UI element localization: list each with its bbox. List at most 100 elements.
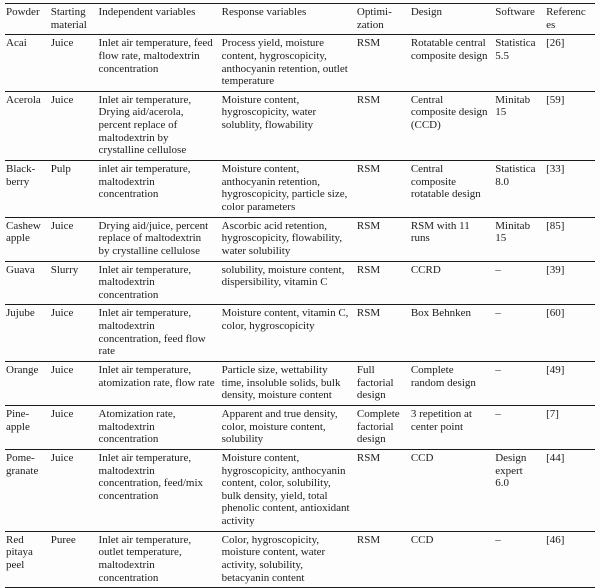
column-header: Software bbox=[495, 6, 535, 18]
cell-software: – bbox=[495, 364, 501, 377]
cell-design: RSM with 11 runs bbox=[410, 219, 470, 245]
table-row: Acai Juice Inlet air temperature, feed flo… bbox=[5, 35, 595, 92]
table-row: Red pitaya peel Puree Inlet air temperatur… bbox=[5, 531, 595, 588]
cell-references: [39] bbox=[546, 263, 565, 276]
table-row: Guava Slurry Inlet air temperature, maltod… bbox=[5, 261, 595, 305]
table-row: Pine-apple Juice Atomization rate, maltode… bbox=[5, 405, 595, 450]
cell-references: [85] bbox=[546, 219, 565, 232]
cell-independent_variables: Inlet air temperature, maltodextrin conc… bbox=[98, 451, 204, 502]
cell-powder: Guava bbox=[6, 263, 35, 276]
table-row: Acerola Juice Inlet air temperature, Dryin… bbox=[5, 91, 595, 161]
cell-starting_material: Juice bbox=[50, 93, 74, 106]
cell-design: Central composite rotatable design bbox=[410, 163, 481, 201]
cell-references: [33] bbox=[546, 163, 565, 176]
cell-starting_material: Puree bbox=[50, 533, 76, 546]
cell-design: 3 repetition at center point bbox=[410, 407, 472, 433]
cell-software: – bbox=[495, 533, 501, 546]
cell-software: Minitab 15 bbox=[495, 93, 531, 119]
cell-response_variables: Color, hygroscopicity, moisture content,… bbox=[221, 533, 326, 584]
cell-optimization: RSM bbox=[356, 533, 381, 546]
cell-response_variables: Process yield, moisture content, hygrosc… bbox=[221, 37, 348, 88]
cell-starting_material: Juice bbox=[50, 37, 74, 50]
powders-optimization-table: Powder Starting material Independent varia… bbox=[5, 3, 595, 588]
cell-powder: Pine-apple bbox=[6, 407, 30, 433]
column-header: Design bbox=[410, 6, 442, 18]
cell-design: Rotatable central composite design bbox=[410, 37, 488, 62]
column-header: Starting material bbox=[50, 6, 87, 31]
table-row: Cashew apple Juice Drying aid/juice, perce… bbox=[5, 217, 595, 262]
cell-software: – bbox=[495, 407, 501, 420]
cell-optimization: Full factorial design bbox=[356, 364, 394, 402]
cell-independent_variables: Inlet air temperature, maltodextrin conc… bbox=[98, 263, 192, 301]
table-body: Acai Juice Inlet air temperature, feed flo… bbox=[5, 35, 595, 588]
cell-references: [44] bbox=[546, 451, 565, 464]
cell-independent_variables: Inlet air temperature, feed flow rate, m… bbox=[98, 37, 213, 75]
cell-optimization: Complete factorial design bbox=[356, 407, 400, 446]
cell-response_variables: Moisture content, hygroscopicity, anthoc… bbox=[221, 451, 350, 528]
cell-design: Box Behnken bbox=[410, 307, 472, 320]
cell-starting_material: Juice bbox=[50, 407, 74, 420]
cell-optimization: RSM bbox=[356, 37, 381, 50]
cell-optimization: RSM bbox=[356, 451, 381, 464]
cell-optimization: RSM bbox=[356, 263, 381, 276]
table-row: Orange Juice Inlet air temperature, atomiz… bbox=[5, 362, 595, 406]
cell-starting_material: Juice bbox=[50, 364, 74, 377]
column-header: Independent variables bbox=[98, 6, 196, 18]
cell-optimization: RSM bbox=[356, 219, 381, 232]
cell-software: – bbox=[495, 307, 501, 320]
cell-independent_variables: Drying aid/juice, percent replace of mal… bbox=[98, 219, 209, 257]
cell-references: [59] bbox=[546, 93, 565, 106]
column-header: Response variables bbox=[221, 6, 307, 18]
cell-response_variables: Ascorbic acid retention, hygroscopicity,… bbox=[221, 219, 343, 257]
table-row: Pome-granate Juice Inlet air temperature, … bbox=[5, 449, 595, 532]
cell-powder: Orange bbox=[6, 364, 39, 377]
cell-design: Complete random design bbox=[410, 364, 476, 389]
cell-references: [26] bbox=[546, 37, 565, 50]
column-header: Powder bbox=[6, 6, 40, 18]
cell-optimization: RSM bbox=[356, 163, 381, 176]
cell-software: Minitab 15 bbox=[495, 219, 531, 245]
cell-references: [7] bbox=[546, 407, 559, 420]
column-header: Optimi-zation bbox=[356, 6, 392, 31]
cell-powder: Pome-granate bbox=[6, 451, 39, 477]
cell-design: Central composite design (CCD) bbox=[410, 93, 488, 132]
cell-response_variables: Moisture content, hygroscopicity, water … bbox=[221, 93, 317, 132]
cell-response_variables: Apparent and true density, color, moistu… bbox=[221, 407, 338, 446]
cell-starting_material: Slurry bbox=[50, 263, 79, 276]
cell-response_variables: Particle size, wettability time, insolub… bbox=[221, 364, 341, 402]
cell-independent_variables: Inlet air temperature, maltodextrin conc… bbox=[98, 307, 206, 358]
column-header: References bbox=[546, 6, 586, 31]
cell-starting_material: Pulp bbox=[50, 163, 71, 176]
cell-references: [60] bbox=[546, 307, 565, 320]
cell-independent_variables: inlet air temperature, maltodextrin conc… bbox=[98, 163, 191, 201]
cell-independent_variables: Inlet air temperature, outlet temperatur… bbox=[98, 533, 192, 584]
cell-powder: Jujube bbox=[6, 307, 35, 320]
cell-powder: Acai bbox=[6, 37, 27, 50]
cell-powder: Black-berry bbox=[6, 163, 36, 188]
cell-starting_material: Juice bbox=[50, 219, 74, 232]
cell-software: Statistica 8.0 bbox=[495, 163, 536, 188]
cell-powder: Cashew apple bbox=[6, 219, 41, 245]
table-header-row: Powder Starting material Independent varia… bbox=[5, 4, 595, 35]
table-header: Powder Starting material Independent varia… bbox=[5, 4, 595, 35]
table-row: Jujube Juice Inlet air temperature, maltod… bbox=[5, 305, 595, 362]
cell-design: CCRD bbox=[410, 263, 441, 276]
cell-references: [46] bbox=[546, 533, 565, 546]
cell-software: – bbox=[495, 263, 501, 276]
cell-independent_variables: Atomization rate, maltodextrin concentra… bbox=[98, 407, 176, 446]
cell-independent_variables: Inlet air temperature, Drying aid/acerol… bbox=[98, 93, 192, 157]
cell-powder: Red pitaya peel bbox=[6, 533, 33, 571]
cell-design: CCD bbox=[410, 451, 434, 464]
cell-response_variables: solubility, moisture content, dispersibi… bbox=[221, 263, 345, 289]
cell-software: Design expert 6.0 bbox=[495, 451, 527, 490]
cell-powder: Acerola bbox=[6, 93, 41, 106]
cell-optimization: RSM bbox=[356, 307, 381, 320]
cell-references: [49] bbox=[546, 364, 565, 377]
cell-design: CCD bbox=[410, 533, 434, 546]
cell-independent_variables: Inlet air temperature, atomization rate,… bbox=[98, 364, 215, 389]
cell-optimization: RSM bbox=[356, 93, 381, 106]
cell-software: Statistica 5.5 bbox=[495, 37, 536, 62]
cell-starting_material: Juice bbox=[50, 451, 74, 464]
cell-starting_material: Juice bbox=[50, 307, 74, 320]
